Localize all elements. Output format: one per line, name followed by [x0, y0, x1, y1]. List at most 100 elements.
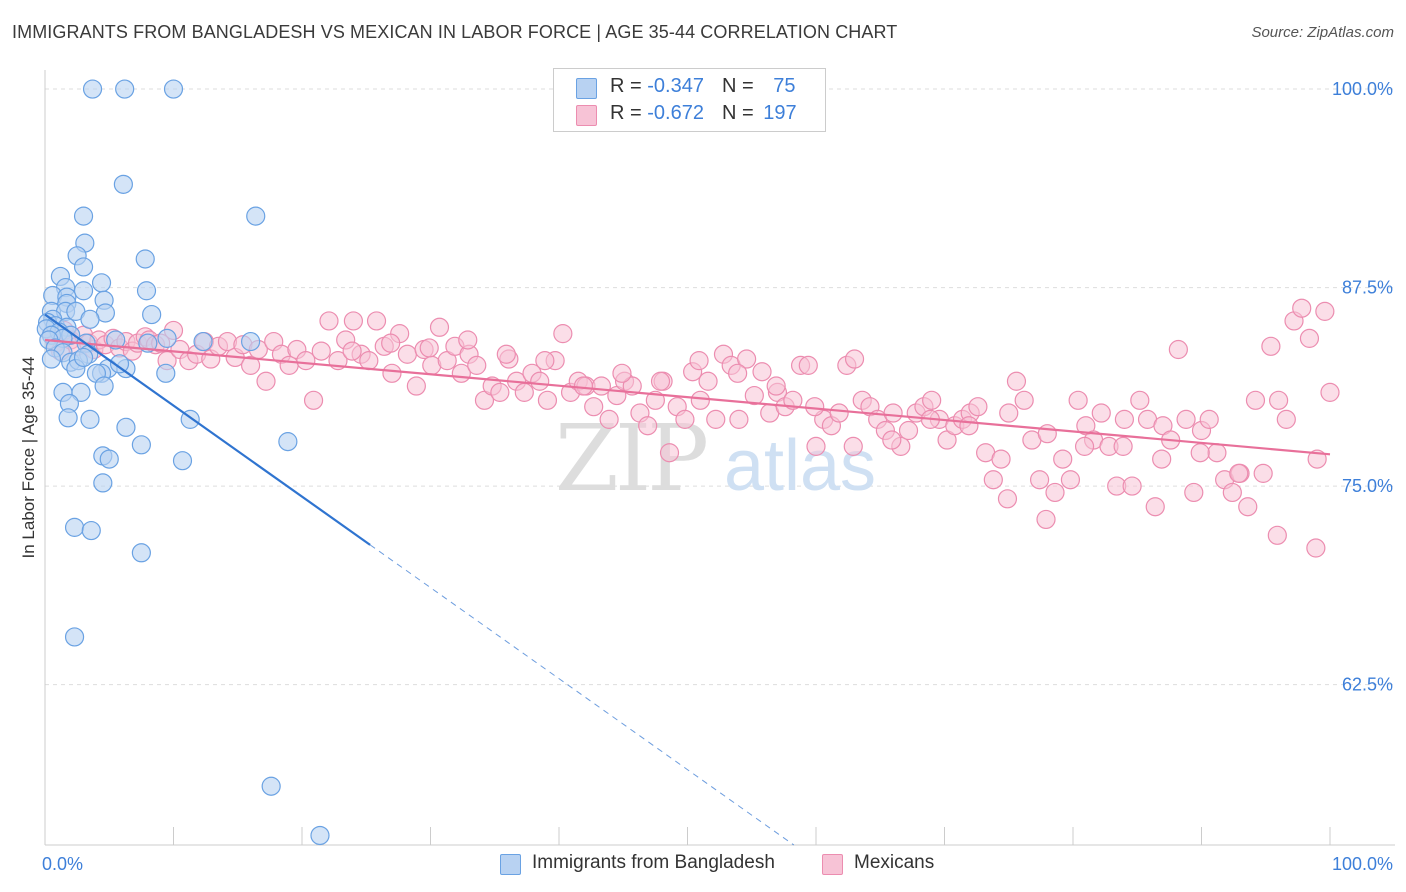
point-bangladesh	[113, 174, 133, 194]
point-mexicans	[744, 385, 764, 406]
point-mexicans	[406, 376, 426, 396]
point-mexicans	[279, 355, 299, 375]
point-mexicans	[1245, 390, 1266, 410]
point-mexicans	[514, 382, 534, 402]
point-bangladesh	[261, 776, 281, 796]
point-bangladesh	[73, 347, 94, 368]
point-mexicans	[737, 349, 757, 369]
trend-line-bangladesh	[44, 313, 371, 546]
point-mexicans	[805, 397, 825, 417]
trend-lines	[44, 313, 1331, 846]
point-mexicans	[1122, 476, 1142, 496]
point-bangladesh	[157, 328, 177, 348]
bottom-legend-swatch-blue	[500, 854, 521, 875]
point-bangladesh	[131, 543, 151, 563]
source-credit: Source: ZipAtlas.com	[1251, 24, 1394, 41]
point-mexicans	[843, 436, 863, 456]
y-tick-label: 87.5%	[1342, 278, 1393, 298]
legend-n-label: N =	[721, 75, 760, 97]
stats-legend: R = -0.347 N = 75 R = -0.672 N = 197	[553, 68, 826, 132]
point-mexicans	[537, 390, 558, 410]
point-mexicans	[898, 420, 919, 441]
point-mexicans	[999, 403, 1019, 423]
y-tick-label: 100.0%	[1332, 79, 1393, 99]
point-mexicans	[359, 351, 379, 371]
point-mexicans	[1292, 298, 1312, 318]
point-bangladesh	[163, 79, 184, 99]
point-mexicans	[1060, 470, 1081, 490]
point-bangladesh	[73, 281, 94, 301]
point-mexicans	[1253, 463, 1273, 483]
bottom-legend-label: Mexicans	[854, 852, 935, 873]
point-mexicans	[959, 416, 979, 436]
point-mexicans	[1268, 390, 1289, 410]
series-mexicans	[41, 298, 1340, 558]
point-mexicans	[458, 330, 478, 350]
point-bangladesh	[80, 409, 100, 429]
point-bangladesh	[71, 382, 91, 402]
point-mexicans	[530, 371, 550, 391]
point-bangladesh	[81, 520, 101, 541]
point-bangladesh	[135, 249, 155, 269]
chart-title: IMMIGRANTS FROM BANGLADESH VS MEXICAN IN…	[12, 22, 898, 42]
point-bangladesh	[91, 273, 112, 293]
point-mexicans	[1261, 336, 1281, 356]
y-tick-label: 62.5%	[1342, 675, 1393, 695]
point-mexicans	[573, 376, 594, 396]
point-mexicans	[638, 416, 658, 436]
point-bangladesh	[80, 309, 100, 329]
point-mexicans	[343, 311, 363, 331]
point-mexicans	[382, 363, 402, 383]
point-mexicans	[883, 403, 903, 423]
point-mexicans	[397, 344, 417, 364]
gridlines	[45, 88, 1395, 686]
legend-n-label: N =	[721, 102, 760, 124]
point-mexicans	[1199, 409, 1219, 429]
point-mexicans	[241, 355, 261, 375]
point-bangladesh	[106, 330, 126, 350]
point-bangladesh	[73, 206, 94, 226]
point-mexicans	[729, 409, 749, 429]
point-mexicans	[882, 430, 902, 450]
legend-n-value: 75	[773, 75, 796, 97]
point-bangladesh	[109, 354, 130, 374]
point-bangladesh	[241, 331, 261, 352]
point-bangladesh	[278, 432, 298, 452]
point-bangladesh	[64, 517, 85, 537]
trend-line-mexicans	[44, 338, 1331, 456]
point-mexicans	[706, 409, 726, 429]
point-mexicans	[1168, 339, 1188, 360]
series-bangladesh	[36, 79, 330, 846]
legend-swatch-pink	[576, 105, 597, 126]
point-bangladesh	[93, 473, 113, 493]
point-mexicans	[997, 489, 1018, 509]
point-mexicans	[1152, 449, 1172, 469]
point-mexicans	[659, 443, 680, 463]
point-mexicans	[311, 341, 331, 361]
point-bangladesh	[310, 825, 330, 846]
point-mexicans	[1074, 436, 1095, 456]
point-mexicans	[1315, 301, 1335, 321]
legend-r-value: -0.347	[647, 75, 704, 97]
point-bangladesh	[156, 363, 176, 383]
point-mexicans	[612, 363, 632, 383]
point-mexicans	[1306, 538, 1326, 558]
point-mexicans	[342, 341, 362, 361]
point-mexicans	[535, 351, 555, 371]
point-bangladesh	[172, 451, 193, 471]
point-mexicans	[783, 390, 803, 410]
point-mexicans	[1014, 390, 1034, 410]
point-mexicans	[496, 344, 516, 364]
point-mexicans	[296, 351, 316, 371]
point-mexicans	[698, 371, 718, 391]
point-mexicans	[366, 311, 387, 331]
point-mexicans	[1113, 436, 1133, 456]
point-mexicans	[1037, 424, 1057, 444]
point-mexicans	[690, 390, 710, 410]
point-mexicans	[1184, 482, 1204, 503]
legend-r-label: R =	[610, 75, 648, 97]
point-mexicans	[968, 397, 988, 417]
point-mexicans	[1045, 482, 1065, 503]
point-mexicans	[1176, 409, 1196, 429]
